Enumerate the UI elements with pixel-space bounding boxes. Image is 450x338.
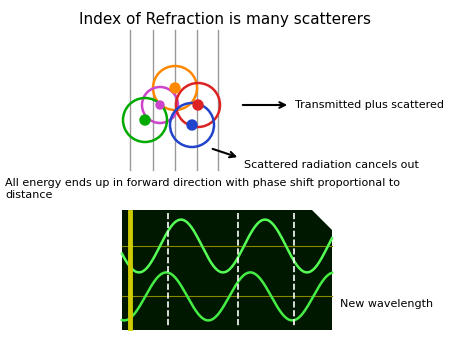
Text: Transmitted plus scattered: Transmitted plus scattered <box>295 100 444 110</box>
Circle shape <box>170 83 180 93</box>
Circle shape <box>156 101 164 109</box>
Text: All energy ends up in forward direction with phase shift proportional to
distanc: All energy ends up in forward direction … <box>5 178 400 200</box>
Circle shape <box>187 120 197 130</box>
Text: Scattered radiation cancels out: Scattered radiation cancels out <box>244 160 419 170</box>
Text: New wavelength: New wavelength <box>340 298 433 309</box>
Text: Index of Refraction is many scatterers: Index of Refraction is many scatterers <box>79 12 371 27</box>
Polygon shape <box>122 210 332 330</box>
Circle shape <box>193 100 203 110</box>
Circle shape <box>140 115 150 125</box>
